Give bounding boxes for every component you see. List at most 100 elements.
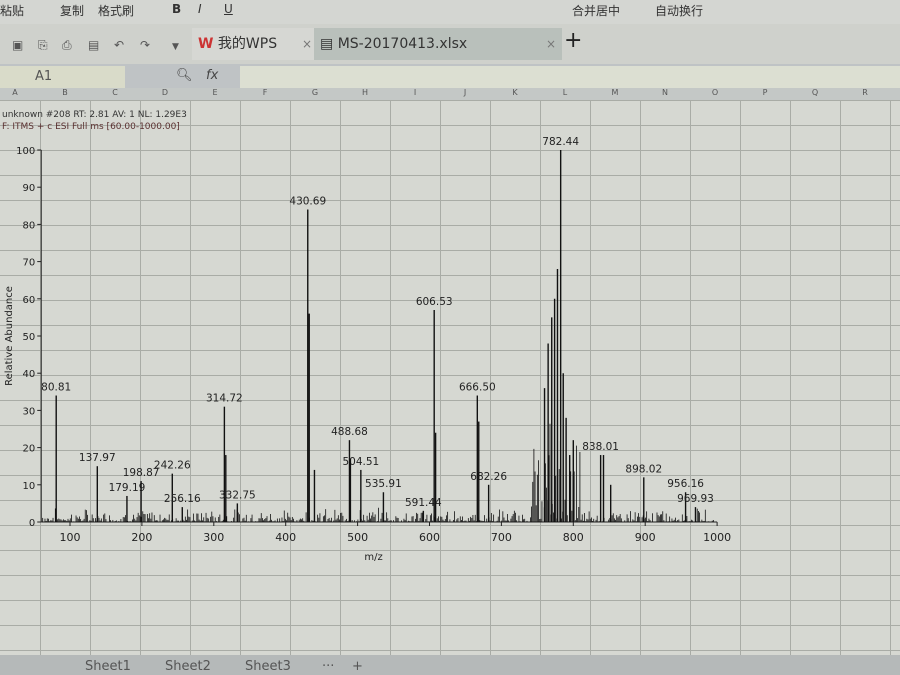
x-tick-label: 400: [275, 531, 296, 544]
column-header[interactable]: B: [62, 88, 68, 97]
merge-center-button[interactable]: 合并居中: [572, 4, 621, 18]
peak-label: 591.44: [405, 497, 442, 509]
y-tick-label: 80: [23, 220, 36, 231]
chart-header-line2: F: ITMS + c ESI Full ms [60.00-1000.00]: [2, 122, 180, 132]
sheet-tab-bar: Sheet1 Sheet2 Sheet3 ··· +: [0, 655, 900, 675]
dropdown-icon[interactable]: ▼: [172, 42, 179, 52]
y-tick-label: 70: [23, 258, 36, 269]
tab-label: MS-20170413.xlsx: [337, 36, 468, 52]
column-header[interactable]: K: [512, 88, 518, 97]
more-sheets-button[interactable]: ···: [322, 659, 335, 674]
y-axis-label: Relative Abundance: [4, 286, 15, 386]
close-tab-icon[interactable]: ×: [301, 37, 312, 51]
tab-workbook[interactable]: ▤ MS-20170413.xlsx ×: [314, 28, 562, 60]
peak-label: 504.51: [342, 456, 379, 468]
column-header[interactable]: P: [762, 88, 768, 97]
peak-label: 488.68: [331, 426, 368, 438]
tab-label: 我的WPS: [217, 36, 278, 52]
file-icon: ▤: [320, 36, 334, 52]
peak-label: 137.97: [79, 452, 116, 464]
ribbon-toolbar: 粘贴 复制 格式刷 B I U 合并居中 自动换行: [0, 0, 900, 25]
column-header[interactable]: O: [711, 88, 719, 97]
cell-grid[interactable]: [0, 100, 900, 655]
undo-icon[interactable]: ↶: [114, 38, 125, 52]
peak-label: 332.75: [219, 489, 256, 501]
y-tick-label: 50: [23, 332, 36, 343]
peak-label: 606.53: [416, 296, 453, 308]
peak-label: 242.26: [154, 460, 191, 472]
column-header[interactable]: N: [662, 88, 668, 97]
x-tick-label: 600: [419, 531, 440, 544]
x-tick-label: 500: [347, 531, 368, 544]
peak-label: 535.91: [365, 478, 402, 490]
column-header[interactable]: E: [212, 88, 218, 97]
peak-label: 256.16: [164, 493, 201, 505]
y-tick-label: 40: [23, 369, 36, 380]
underline-button[interactable]: U: [224, 2, 233, 16]
peak-label: 430.69: [289, 196, 326, 208]
x-tick-label: 900: [635, 531, 656, 544]
sheet-tab-3[interactable]: Sheet3: [245, 659, 291, 674]
y-tick-label: 20: [23, 444, 36, 455]
column-header[interactable]: M: [611, 88, 619, 97]
y-tick-label: 60: [23, 295, 36, 306]
peak-label: 80.81: [41, 382, 71, 394]
y-tick-label: 100: [16, 146, 35, 157]
paste-button[interactable]: 粘贴: [0, 4, 25, 18]
format-painter-button[interactable]: 格式刷: [98, 4, 135, 18]
close-tab-icon[interactable]: ×: [545, 37, 556, 51]
column-header[interactable]: L: [562, 88, 568, 97]
column-header[interactable]: Q: [811, 88, 819, 97]
column-header[interactable]: C: [112, 88, 118, 97]
wps-logo-icon: W: [198, 36, 214, 52]
name-box[interactable]: A1: [0, 66, 125, 88]
x-tick-label: 300: [203, 531, 224, 544]
fx-button[interactable]: fx: [206, 68, 219, 83]
sheet-tab-2[interactable]: Sheet2: [165, 659, 211, 674]
new-tab-button[interactable]: +: [564, 28, 583, 53]
print-icon[interactable]: ⎙: [62, 38, 72, 52]
formula-input[interactable]: [240, 66, 900, 88]
x-tick-label: 700: [491, 531, 512, 544]
column-header[interactable]: A: [12, 88, 18, 97]
italic-button[interactable]: I: [198, 2, 202, 16]
add-sheet-button[interactable]: +: [352, 659, 363, 674]
sheet-tab-1[interactable]: Sheet1: [85, 659, 131, 674]
zoom-search-icon[interactable]: 🔍︎: [176, 68, 193, 83]
copy-button[interactable]: 复制: [60, 4, 85, 18]
peak-label: 969.93: [677, 493, 714, 505]
peak-label: 898.02: [625, 463, 662, 475]
column-header[interactable]: H: [361, 88, 368, 97]
x-tick-label: 800: [563, 531, 584, 544]
x-axis-label: m/z: [364, 552, 382, 563]
column-header[interactable]: J: [463, 88, 467, 97]
chart-header-line1: unknown #208 RT: 2.81 AV: 1 NL: 1.29E3: [2, 110, 187, 120]
x-tick-label: 100: [60, 531, 81, 544]
output-icon[interactable]: ⎘: [38, 38, 48, 52]
peak-label: 682.26: [470, 471, 507, 483]
peak-label: 782.44: [542, 136, 579, 148]
x-tick-label: 200: [131, 531, 152, 544]
column-header[interactable]: I: [413, 88, 417, 97]
y-tick-label: 0: [29, 518, 35, 529]
save-icon[interactable]: ▣: [12, 38, 24, 52]
peak-label: 314.72: [206, 393, 243, 405]
peak-label: 838.01: [582, 441, 619, 453]
column-header[interactable]: D: [161, 88, 169, 97]
x-tick-label: 1000: [703, 531, 731, 544]
peak-label: 198.87: [123, 467, 160, 479]
column-header[interactable]: F: [262, 88, 268, 97]
y-tick-label: 10: [23, 481, 36, 492]
y-tick-label: 90: [23, 183, 36, 194]
peak-label: 666.50: [459, 382, 496, 394]
column-header[interactable]: G: [311, 88, 319, 97]
column-header[interactable]: R: [862, 88, 868, 97]
tab-my-wps[interactable]: W 我的WPS ×: [192, 28, 318, 60]
peak-label: 956.16: [667, 478, 704, 490]
redo-icon[interactable]: ↷: [140, 38, 151, 52]
wrap-text-button[interactable]: 自动换行: [655, 4, 704, 18]
peak-label: 179.19: [109, 482, 146, 494]
bold-button[interactable]: B: [172, 2, 182, 16]
preview-icon[interactable]: ▤: [88, 38, 100, 52]
